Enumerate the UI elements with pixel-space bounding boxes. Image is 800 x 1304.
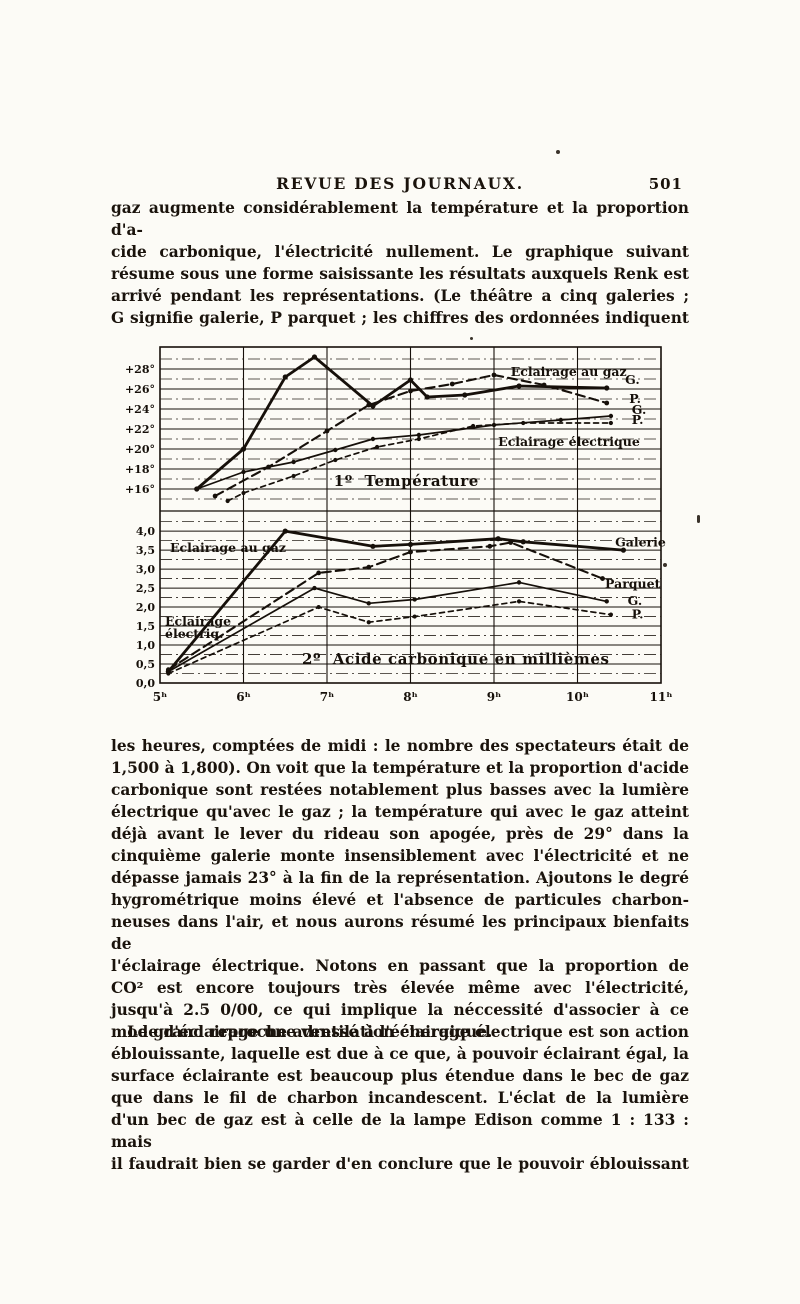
svg-text:2,5: 2,5	[136, 582, 155, 595]
paragraph-intro: gaz augmente considérablement la tempéra…	[111, 197, 689, 329]
text-line: dépasse jamais 23° à la fin de la représ…	[111, 869, 689, 887]
scan-speck	[663, 563, 667, 567]
chart-grid	[159, 346, 662, 684]
svg-text:Eclairage au gaz: Eclairage au gaz	[170, 540, 286, 555]
text-line: arrivé pendant les représentations. (Le …	[111, 287, 689, 305]
svg-text:10ʰ: 10ʰ	[566, 690, 589, 704]
chart-axis-labels: +28° +26° +24° +22° +20° +18° +16°	[125, 363, 155, 496]
text-line: cide carbonique, l'électricité nullement…	[111, 243, 689, 261]
scan-speck	[470, 337, 473, 340]
chart-series-electrique-galerie	[166, 580, 609, 674]
svg-text:Eclairage électrique: Eclairage électrique	[498, 434, 640, 449]
text-line: cinquième galerie monte insensiblement a…	[111, 847, 689, 865]
svg-text:1º Température: 1º Température	[334, 472, 479, 490]
chart-panel-1: +28° +26° +24° +22° +20° +18° +16° Eclairage au…	[125, 354, 661, 504]
text-line: surface éclairante est beaucoup plus éte…	[111, 1067, 689, 1085]
svg-text:4,0: 4,0	[136, 525, 155, 538]
chart-x-axis-labels: 5ʰ 6ʰ 7ʰ 8ʰ 9ʰ 10ʰ 11ʰ	[153, 690, 673, 704]
text-line: électrique qu'avec le gaz ; la températu…	[111, 803, 689, 821]
text-line: carbonique sont restées notablement plus…	[111, 781, 689, 799]
svg-text:7ʰ: 7ʰ	[320, 690, 335, 704]
chart-panel-2: 4,0 3,5 3,0 2,5 2,0 1,5 1,0 0,5 0,0 Eclairage au …	[136, 521, 673, 704]
svg-text:G.: G.	[632, 402, 647, 417]
svg-text:+16°: +16°	[125, 483, 155, 496]
text-line: il faudrait bien se garder d'en conclure…	[111, 1155, 689, 1173]
text-line: déjà avant le lever du rideau son apogée…	[111, 825, 689, 843]
text-line: mode d'éclairage une ventilation énergiq…	[111, 1023, 493, 1041]
svg-text:Parquet: Parquet	[605, 576, 661, 591]
svg-text:6ʰ: 6ʰ	[236, 690, 251, 704]
text-line: éblouissante, laquelle est due à ce que,…	[111, 1045, 689, 1063]
text-line: l'éclairage électrique. Notons en passan…	[111, 957, 689, 975]
text-line: gaz augmente considérablement la tempéra…	[111, 199, 689, 239]
text-line: neuses dans l'air, et nous aurons résumé…	[111, 913, 689, 953]
text-line: hygrométrique moins élevé et l'absence d…	[111, 891, 689, 909]
chart-series-electrique-parquet	[225, 420, 613, 504]
svg-text:5ʰ: 5ʰ	[153, 690, 168, 704]
svg-text:+20°: +20°	[125, 443, 155, 456]
text-line: CO² est encore toujours très élevée même…	[111, 979, 689, 997]
svg-text:P.: P.	[632, 606, 644, 621]
svg-text:11ʰ: 11ʰ	[650, 690, 673, 704]
svg-text:P.: P.	[629, 391, 641, 406]
chart-axis-labels: 4,0 3,5 3,0 2,5 2,0 1,5 1,0 0,5 0,0	[136, 525, 155, 690]
svg-text:3,0: 3,0	[136, 563, 155, 576]
svg-text:+28°: +28°	[125, 363, 155, 376]
chart-series-gaz-parquet	[212, 372, 610, 499]
chart-series-electrique-parquet	[166, 599, 613, 676]
journal-title: REVUE DES JOURNAUX.	[276, 174, 524, 193]
svg-text:électriq.: électriq.	[165, 626, 223, 641]
paragraph-analysis: les heures, comptées de midi : le nombre…	[111, 735, 689, 1043]
text-line: les heures, comptées de midi : le nombre…	[111, 737, 689, 755]
svg-text:Eclairage au gaz: Eclairage au gaz	[511, 364, 627, 379]
svg-text:1,0: 1,0	[136, 639, 155, 652]
svg-text:1,5: 1,5	[136, 620, 155, 633]
svg-text:3,5: 3,5	[136, 544, 155, 557]
paragraph-reproche: Le grand reproche adressé à l'éclairage …	[111, 1021, 689, 1175]
page-number: 501	[648, 175, 683, 193]
svg-text:8ʰ: 8ʰ	[403, 690, 418, 704]
text-line: résume sous une forme saisissante les ré…	[111, 265, 689, 283]
scan-speck	[556, 150, 560, 154]
figure-charts: +28° +26° +24° +22° +20° +18° +16° Eclairage au…	[125, 344, 695, 723]
svg-text:P.: P.	[632, 412, 644, 427]
svg-text:+24°: +24°	[125, 403, 155, 416]
svg-text:+26°: +26°	[125, 383, 155, 396]
text-line: 1,500 à 1,800). On voit que la températu…	[111, 759, 689, 777]
svg-text:0,5: 0,5	[136, 658, 155, 671]
svg-text:+18°: +18°	[125, 463, 155, 476]
text-line: jusqu'à 2.5 0/00, ce qui implique la néc…	[111, 1001, 689, 1019]
svg-text:9ʰ: 9ʰ	[487, 690, 502, 704]
text-line: que dans le fil de charbon incandescent.…	[111, 1089, 689, 1107]
scan-speck	[697, 515, 700, 523]
svg-text:2º Acide carbonique en milliè: 2º Acide carbonique en millièmes	[302, 650, 610, 668]
svg-text:+22°: +22°	[125, 423, 155, 436]
svg-text:0,0: 0,0	[136, 677, 155, 690]
text-line: G signifie galerie, P parquet ; les chif…	[111, 309, 689, 327]
charts-svg: +28° +26° +24° +22° +20° +18° +16° Eclairage au…	[125, 346, 673, 704]
page-header: REVUE DES JOURNAUX. 501	[111, 174, 689, 193]
svg-text:Eclairage: Eclairage	[165, 613, 231, 628]
svg-text:G.: G.	[628, 593, 643, 608]
svg-text:G.: G.	[625, 372, 640, 387]
svg-text:2,0: 2,0	[136, 601, 155, 614]
svg-text:Galerie: Galerie	[615, 534, 666, 549]
text-line: d'un bec de gaz est à celle de la lampe …	[111, 1111, 689, 1151]
text-line: Le grand reproche adressé à l'éclairage …	[127, 1023, 689, 1041]
